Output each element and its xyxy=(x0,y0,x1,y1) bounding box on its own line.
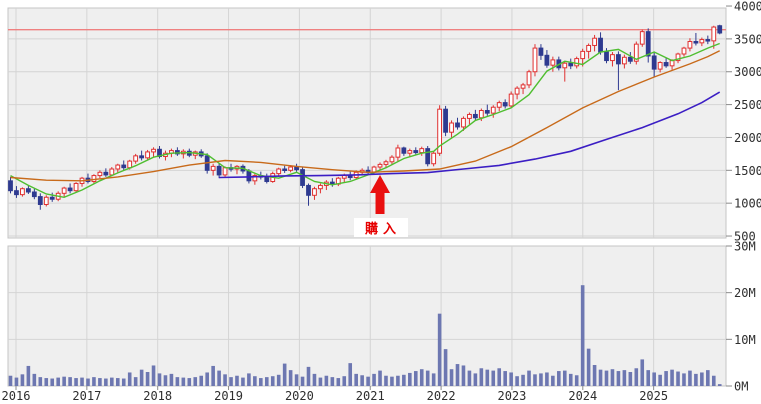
svg-text:2016: 2016 xyxy=(2,389,31,403)
svg-text:0M: 0M xyxy=(734,380,748,394)
svg-text:1500: 1500 xyxy=(734,164,761,178)
svg-text:3000: 3000 xyxy=(734,65,761,79)
moving-average-lines xyxy=(10,42,721,199)
svg-text:2017: 2017 xyxy=(72,389,101,403)
svg-text:2018: 2018 xyxy=(143,389,172,403)
svg-text:2024: 2024 xyxy=(568,389,597,403)
ma-mid-line xyxy=(10,50,721,182)
svg-text:3500: 3500 xyxy=(734,32,761,46)
svg-text:2025: 2025 xyxy=(639,389,668,403)
svg-text:2000: 2000 xyxy=(734,131,761,145)
year-axis-labels: 2016 2017 2018 2019 2020 2021 2022 2023 2024 2025 xyxy=(2,386,668,403)
svg-text:2019: 2019 xyxy=(214,389,243,403)
svg-text:500: 500 xyxy=(734,230,756,244)
svg-text:2500: 2500 xyxy=(734,98,761,112)
svg-text:2023: 2023 xyxy=(497,389,526,403)
svg-text:10M: 10M xyxy=(734,333,756,347)
price-axis-labels: 4000 3500 3000 2500 2000 1500 1000 500 xyxy=(726,0,761,244)
buy-annotation-label: 購入 xyxy=(354,218,408,237)
ma-long-line xyxy=(219,91,721,179)
svg-text:4000: 4000 xyxy=(734,0,761,14)
svg-text:2022: 2022 xyxy=(427,389,456,403)
svg-text:30M: 30M xyxy=(734,240,756,254)
svg-text:20M: 20M xyxy=(734,286,756,300)
panel-backgrounds xyxy=(7,7,727,387)
grid-lines xyxy=(8,8,726,386)
buy-arrow-icon xyxy=(370,175,391,214)
svg-text:2021: 2021 xyxy=(356,389,385,403)
svg-text:1000: 1000 xyxy=(734,197,761,211)
volume-axis-labels: 30M 20M 10M 0M xyxy=(726,240,756,394)
volume-bars xyxy=(8,285,722,386)
svg-text:2020: 2020 xyxy=(285,389,314,403)
